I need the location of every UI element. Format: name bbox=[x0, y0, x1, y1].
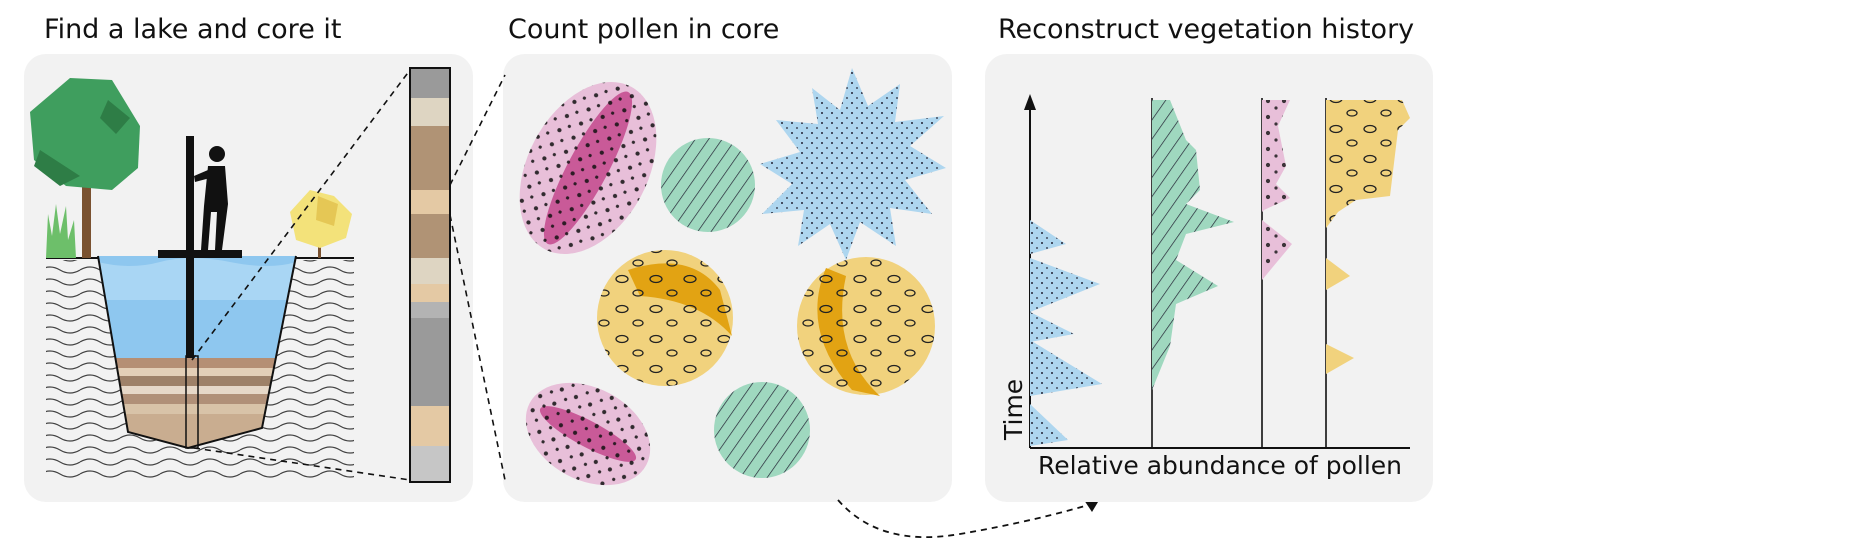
sac-pollen-icon bbox=[797, 257, 935, 396]
pollen-curve-spiky bbox=[1030, 220, 1102, 446]
striped-pollen-icon bbox=[661, 138, 755, 232]
elongate-pollen-icon bbox=[519, 82, 657, 254]
time-axis-label: Time bbox=[999, 379, 1028, 441]
tree-icon bbox=[30, 78, 140, 258]
flow-arrow bbox=[837, 499, 1099, 539]
person-coring-icon bbox=[194, 146, 228, 250]
striped-pollen-icon bbox=[714, 382, 810, 478]
pollen-curve-sac bbox=[1326, 100, 1410, 374]
core-connector-top bbox=[191, 69, 411, 361]
grass-icon bbox=[46, 204, 76, 258]
reconstruct-panel-title: Reconstruct vegetation history bbox=[998, 14, 1415, 45]
pollen-curve-striped bbox=[1152, 100, 1234, 390]
raft bbox=[158, 250, 242, 258]
abundance-axis-label: Relative abundance of pollen bbox=[1038, 451, 1402, 480]
spiky-pollen-icon bbox=[760, 68, 946, 260]
sediment-core bbox=[409, 67, 451, 483]
flow-arrowhead-icon bbox=[1084, 500, 1098, 512]
shrub-icon bbox=[290, 190, 352, 258]
count-panel-title: Count pollen in core bbox=[508, 14, 780, 45]
elongate-pollen-icon bbox=[525, 382, 651, 486]
core-connector-bottom bbox=[193, 447, 411, 481]
count-panel bbox=[449, 54, 952, 502]
time-axis-arrow-icon bbox=[1024, 94, 1036, 110]
reconstruct-panel-background bbox=[985, 54, 1433, 502]
core-panel-title: Find a lake and core it bbox=[44, 14, 342, 45]
sac-pollen-icon bbox=[597, 250, 733, 386]
lake bbox=[98, 256, 296, 448]
coring-pole bbox=[186, 136, 194, 358]
reconstruct-panel: Time Relative abundance of pollen bbox=[985, 54, 1433, 502]
zoom-connector-bottom bbox=[449, 214, 506, 481]
pollen-curve-elongate bbox=[1262, 100, 1292, 280]
zoom-connector-top bbox=[449, 74, 506, 186]
core-panel bbox=[24, 54, 473, 502]
